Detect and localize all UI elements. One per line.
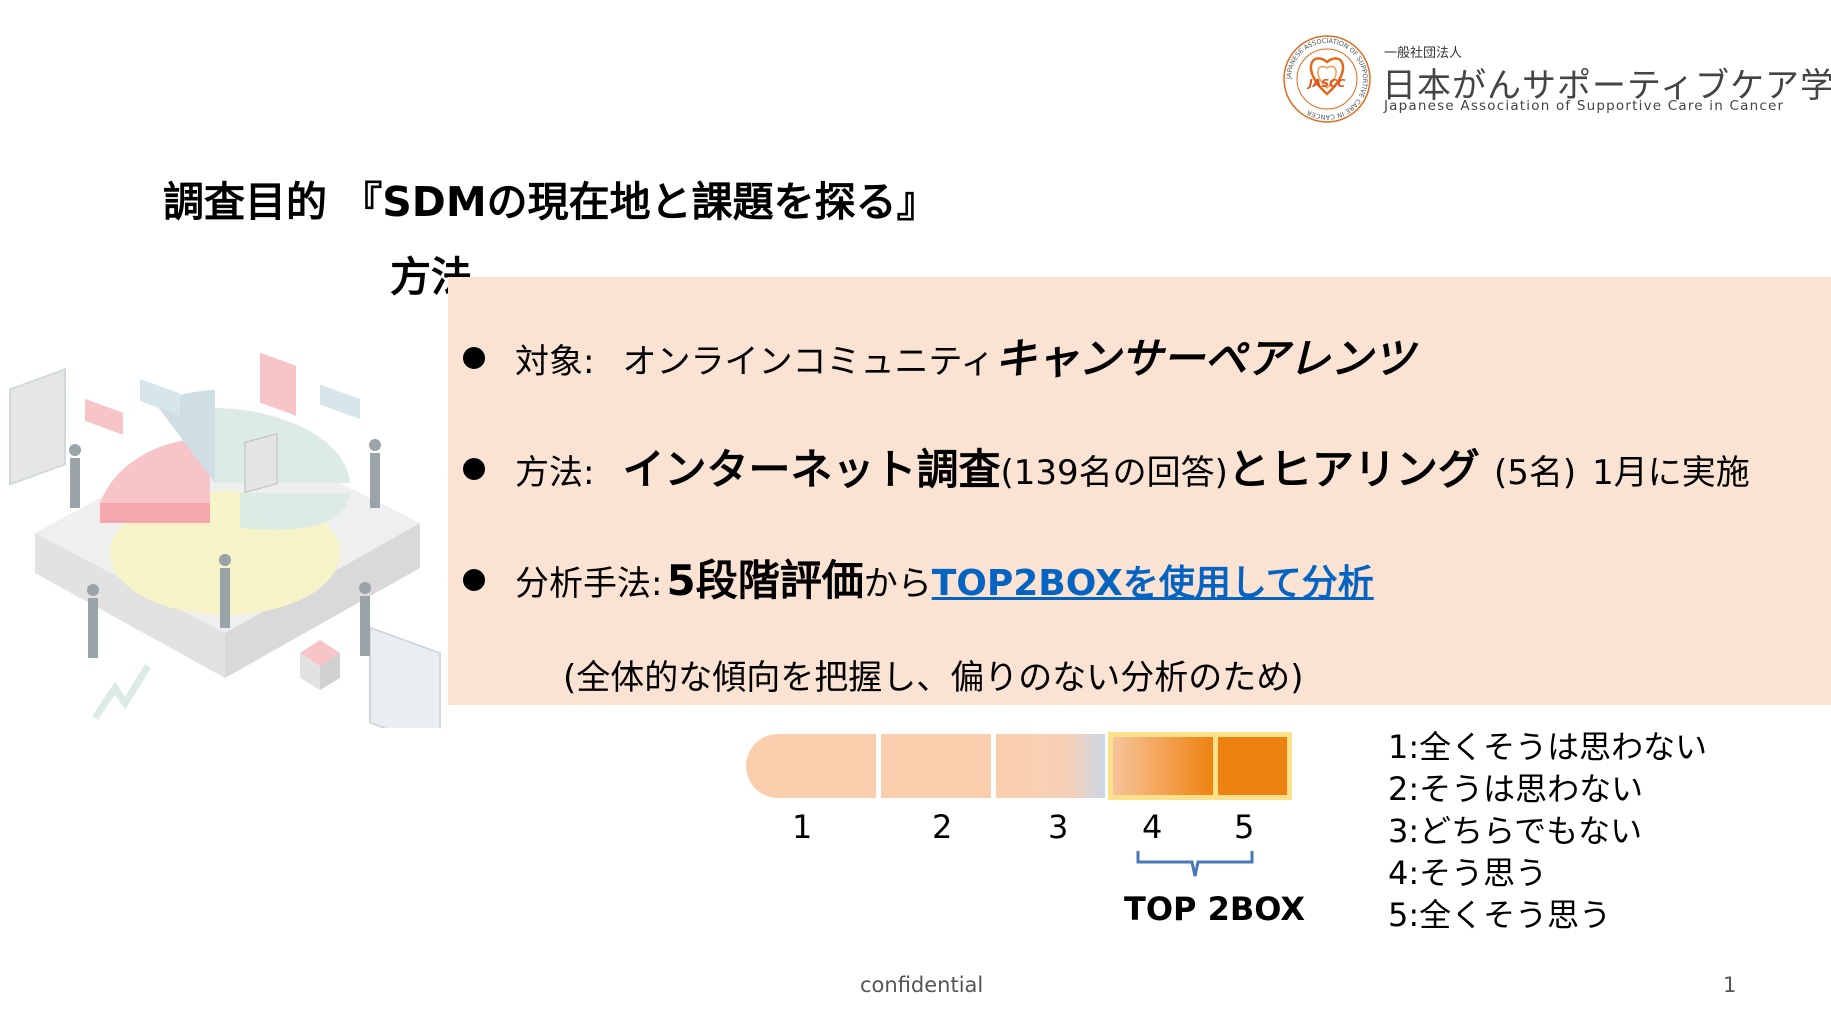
analysis-link[interactable]: TOP2BOXを使用して分析: [931, 563, 1374, 604]
scale-segment-4: [1113, 737, 1213, 795]
analysis-label: 分析手法:: [515, 564, 663, 604]
bullet-analysis: 分析手法: 5段階評価 から TOP2BOXを使用して分析: [463, 547, 1374, 608]
slide-title: 調査目的 『SDMの現在地と課題を探る』: [163, 178, 938, 226]
logo-name-jp: 日本がんサポーティブケア学会: [1382, 66, 1831, 106]
method-emphasis-1: インターネット調査: [622, 445, 1001, 494]
rating-scale-bar: [746, 732, 1292, 800]
scale-segment-3: [996, 734, 1105, 798]
legend-item-1: 1:全くそうは思わない: [1388, 728, 1708, 766]
method-detail-2: (5名): [1493, 453, 1577, 493]
scale-segment-5: [1218, 737, 1287, 795]
organization-logo: JAPANESE ASSOCIATION OF SUPPORTIVE CARE …: [1282, 34, 1831, 124]
legend-item-3: 3:どちらでもない: [1388, 812, 1643, 850]
method-info-box: [448, 277, 1831, 705]
scale-tick-2: 2: [932, 808, 953, 846]
analysis-note: (全体的な傾向を把握し、偏りのない分析のため): [563, 658, 1304, 698]
bullet-method: 方法: インターネット調査 (139名の回答) とヒアリング (5名) 1月に実…: [463, 436, 1750, 497]
bullet-dot-icon: [463, 458, 485, 480]
logo-emblem-text: JASCC: [1307, 77, 1346, 90]
method-emphasis-2: とヒアリング: [1227, 445, 1480, 494]
jascc-emblem-icon: JAPANESE ASSOCIATION OF SUPPORTIVE CARE …: [1283, 35, 1371, 123]
analysis-connector: から: [863, 564, 932, 604]
legend-item-5: 5:全くそう思う: [1388, 896, 1612, 934]
scale-tick-1: 1: [792, 808, 813, 846]
target-label: 対象:: [515, 342, 595, 382]
logo-small-text: 一般社団法人: [1384, 46, 1463, 61]
target-emphasis: キャンサーペアレンツ: [994, 334, 1415, 383]
bullet-dot-icon: [463, 569, 485, 591]
top-box-label: TOP 2BOX: [1124, 890, 1306, 928]
page-number: 1: [1723, 973, 1737, 997]
scale-tick-5: 5: [1234, 808, 1255, 846]
scale-segment-2: [881, 734, 991, 798]
footer-confidential: confidential: [860, 973, 984, 997]
method-label: 方法:: [515, 453, 595, 493]
legend-item-4: 4:そう思う: [1388, 854, 1548, 892]
top-box-brace-icon: [1136, 851, 1254, 877]
method-detail-3: 1月に実施: [1592, 453, 1750, 493]
data-analysis-illustration: [9, 352, 441, 728]
scale-tick-4: 4: [1142, 808, 1163, 846]
bullet-target: 対象: オンラインコミュニティ キャンサーペアレンツ: [463, 325, 1414, 386]
analysis-emphasis: 5段階評価: [666, 556, 864, 605]
scale-tick-3: 3: [1048, 808, 1069, 846]
logo-name-en: Japanese Association of Supportive Care …: [1384, 98, 1785, 114]
target-text: オンラインコミュニティ: [622, 342, 995, 382]
method-detail-1: (139名の回答): [1000, 453, 1228, 493]
legend-item-2: 2:そうは思わない: [1388, 770, 1644, 808]
bullet-dot-icon: [463, 347, 485, 369]
scale-segment-1: [746, 734, 876, 798]
